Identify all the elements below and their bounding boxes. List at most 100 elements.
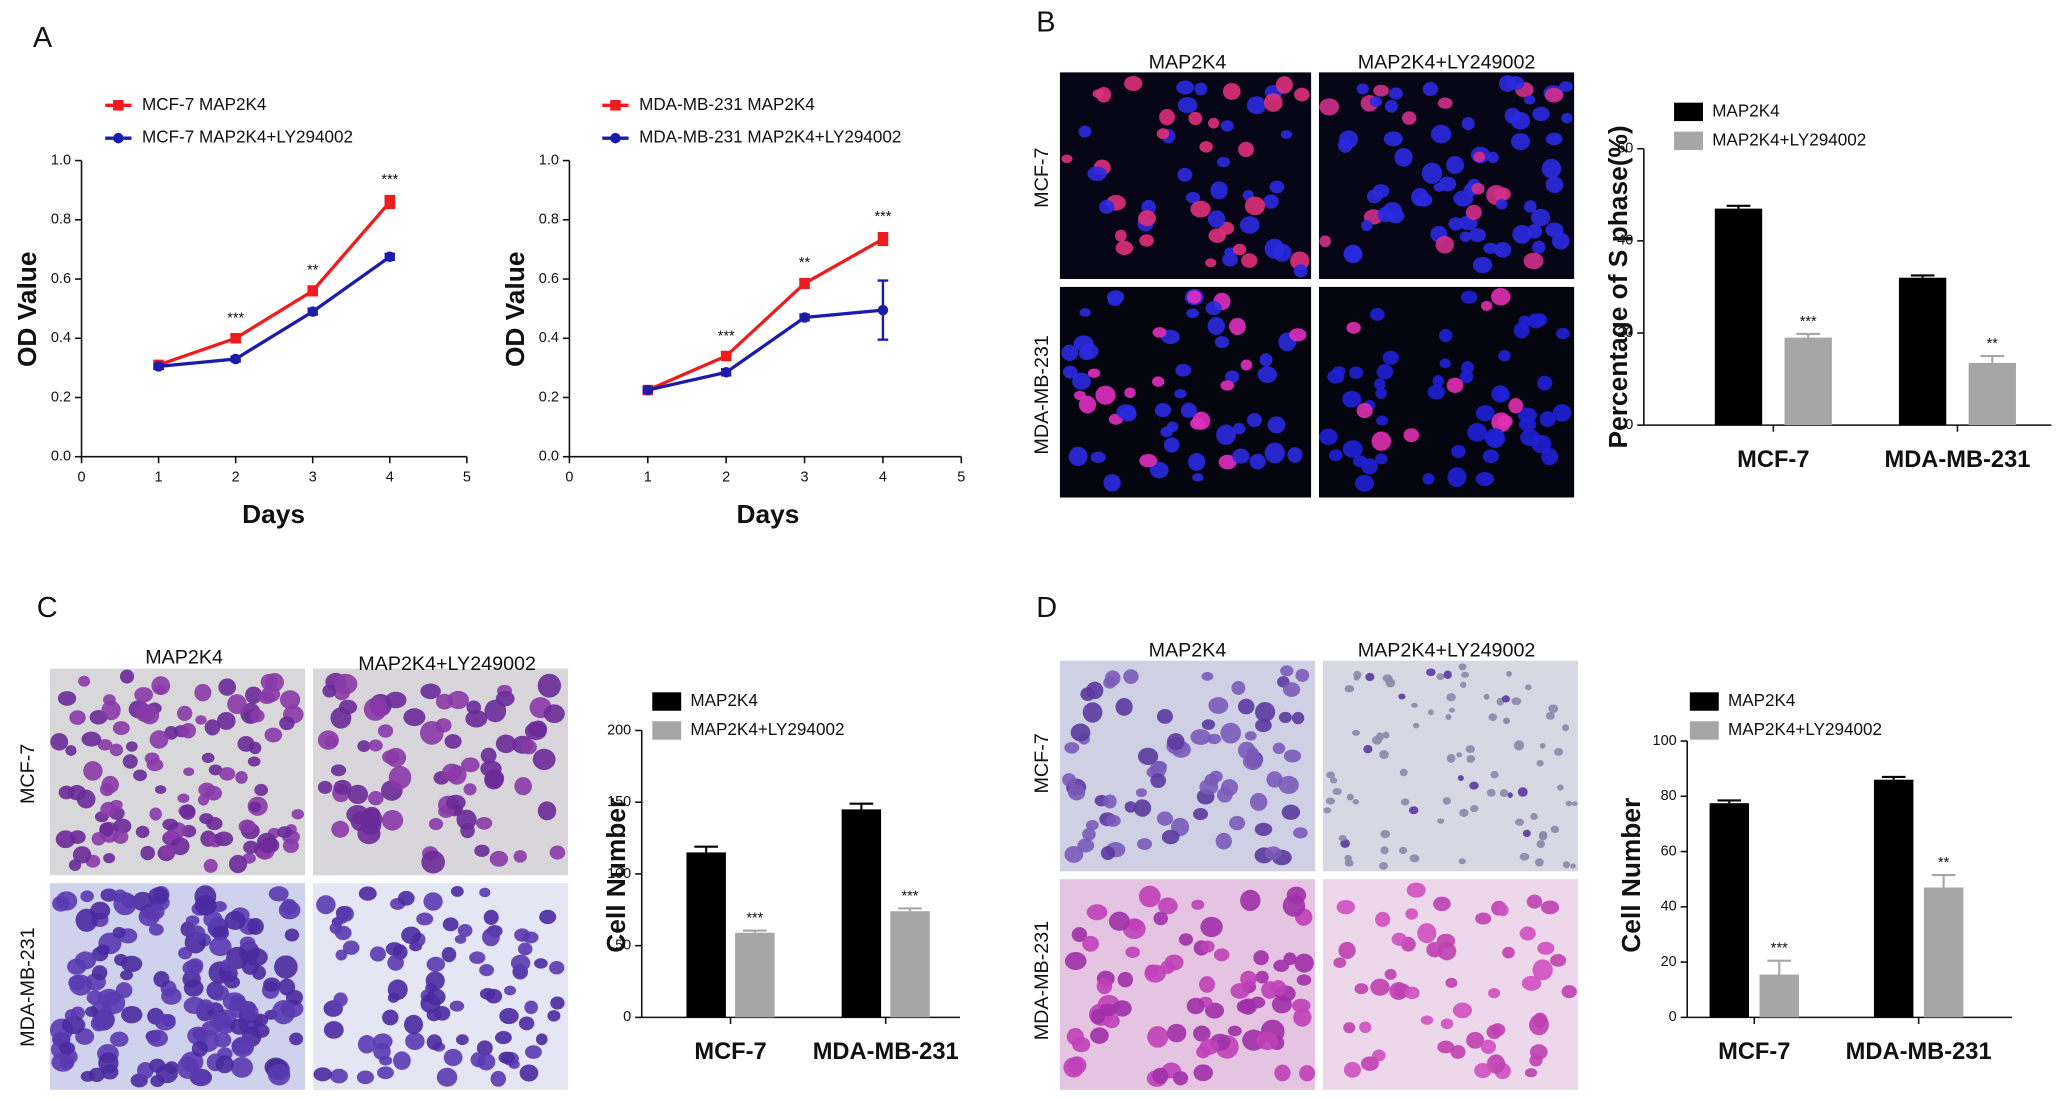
micrograph-cell: [1207, 210, 1226, 228]
micrograph-cell: [1282, 682, 1301, 697]
micrograph-cell: [1532, 106, 1550, 122]
x-tick-label: 1: [644, 470, 652, 486]
micrograph-cell: [1382, 350, 1399, 365]
micrograph-cell: [1539, 742, 1546, 749]
micrograph-cell: [1391, 932, 1407, 946]
micrograph-cell: [1501, 695, 1510, 703]
x-tick-label: 5: [957, 470, 965, 486]
micrograph-cell: [1323, 807, 1332, 814]
micrograph-cell: [1483, 242, 1498, 254]
micrograph-cell: [495, 734, 517, 754]
error-bar: [1717, 799, 1742, 804]
micrograph-cell: [224, 910, 246, 930]
micrograph-cell: [1106, 290, 1125, 304]
micrograph-cell: [1459, 808, 1469, 817]
micrograph-cell: [1562, 724, 1569, 732]
micrograph-cell: [1108, 911, 1130, 931]
micrograph-cell: [1319, 98, 1340, 116]
micrograph-cell: [1461, 117, 1475, 131]
micrograph-cell: [474, 844, 490, 857]
micrograph-cell: [1342, 440, 1363, 458]
micrograph-cell: [1216, 156, 1231, 168]
micrograph-cell: [1325, 797, 1336, 805]
micrograph-cell: [1377, 206, 1394, 223]
micrograph-cell: [1411, 702, 1418, 708]
x-tick-label: 1: [155, 470, 163, 486]
micrograph-cell: [547, 1010, 561, 1022]
x-axis-label: Days: [242, 499, 305, 529]
error-bar: [1796, 332, 1821, 338]
micrograph-cell: [1138, 210, 1157, 227]
micrograph-cell: [1100, 846, 1116, 861]
micrograph-cell: [454, 934, 467, 944]
micrograph-cell: [1517, 407, 1538, 423]
micrograph-cell: [153, 971, 170, 988]
micrograph-cell: [442, 917, 459, 932]
micrograph-column-label: MAP2K4: [1149, 640, 1227, 662]
micrograph-cell: [1403, 428, 1420, 443]
micrograph-cell: [1519, 852, 1530, 861]
micrograph-cell: [1436, 673, 1445, 681]
micrograph-cell: [1207, 733, 1222, 745]
micrograph-cell: [1504, 107, 1521, 124]
micrograph-cell: [1421, 162, 1443, 184]
micrograph-cell: [83, 761, 103, 781]
micrograph-cell: [122, 754, 138, 769]
y-tick-label: 60: [1617, 141, 1633, 157]
micrograph-cell: [1526, 894, 1543, 909]
micrograph-cell: [1193, 807, 1208, 820]
micrograph-cell: [282, 838, 300, 853]
error-bar: [1931, 874, 1956, 888]
micrograph-cell: [183, 996, 206, 1015]
micrograph-cell: [1437, 97, 1453, 109]
bar: [1873, 779, 1914, 1018]
micrograph-cell: [1186, 308, 1200, 319]
micrograph-cell: [1061, 344, 1079, 362]
legend-label: MCF-7 MAP2K4: [142, 95, 266, 114]
bar: [1923, 887, 1964, 1018]
micrograph-cell: [1066, 1027, 1084, 1046]
micrograph-cell: [513, 850, 527, 863]
y-tick-label: 1.0: [51, 152, 71, 168]
micrograph-cell: [550, 996, 565, 1010]
y-tick-label: 0: [1669, 1009, 1677, 1025]
micrograph-cell: [211, 925, 230, 941]
micrograph-cell: [1068, 446, 1088, 467]
micrograph-cell: [1326, 771, 1336, 779]
micrograph-cell: [1356, 403, 1373, 419]
micrograph-cell: [1524, 200, 1537, 213]
significance-label: ***: [746, 911, 763, 927]
micrograph-cell: [1536, 759, 1544, 767]
micrograph-cell: [1154, 403, 1172, 418]
micrograph-cell: [1491, 287, 1511, 306]
micrograph-cell: [1137, 747, 1159, 766]
micrograph-cell: [1488, 713, 1498, 721]
micrograph-cell: [1199, 141, 1213, 153]
micrograph-cell: [1541, 448, 1559, 466]
significance-label: ***: [227, 311, 244, 327]
micrograph-cell: [1544, 87, 1564, 103]
micrograph-cell: [69, 710, 86, 725]
micrograph-cell: [324, 736, 338, 748]
micrograph-cell: [1338, 835, 1347, 842]
micrograph-cell: [59, 1057, 74, 1070]
micrograph-cell: [1450, 1045, 1466, 1059]
marker: [642, 384, 654, 396]
x-tick-label: MDA-MB-231: [813, 1039, 959, 1065]
micrograph-cell: [1404, 986, 1420, 1000]
y-tick-label: 0.6: [51, 271, 71, 287]
micrograph-cell: [385, 942, 404, 956]
micrograph-cell: [1079, 308, 1091, 317]
micrograph-cell: [256, 832, 277, 853]
micrograph-cell: [1422, 82, 1438, 97]
micrograph-cell: [1207, 316, 1225, 335]
micrograph-cell: [1087, 368, 1101, 378]
micrograph-cell: [1384, 968, 1397, 980]
micrograph-cell: [382, 750, 400, 764]
micrograph-cell: [1096, 978, 1113, 995]
micrograph-cell: [1485, 428, 1506, 448]
micrograph-cell: [91, 832, 106, 846]
micrograph-cell: [369, 946, 386, 962]
micrograph-cell: [356, 1070, 375, 1085]
micrograph-cell: [1099, 1003, 1117, 1017]
